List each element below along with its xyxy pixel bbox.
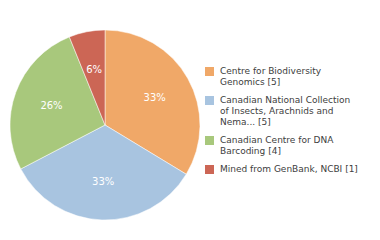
html-text:Mined from GenBank, NCBI [1]: Mined from GenBank, NCBI [1] xyxy=(220,163,358,174)
html-text:Centre for Biodiversity Genomi: Centre for Biodiversity Genomics [5] xyxy=(220,65,322,87)
svg-text:33%: 33% xyxy=(144,92,166,103)
svg-text:26%: 26% xyxy=(40,100,62,111)
html-text:Canadian Centre for DNA Barcod: Canadian Centre for DNA Barcoding [4] xyxy=(220,134,334,156)
html-text:Canadian National Collection o: Canadian National Collection of Insects,… xyxy=(220,94,351,127)
svg-text:6%: 6% xyxy=(86,64,102,75)
svg-text:33%: 33% xyxy=(92,176,114,187)
